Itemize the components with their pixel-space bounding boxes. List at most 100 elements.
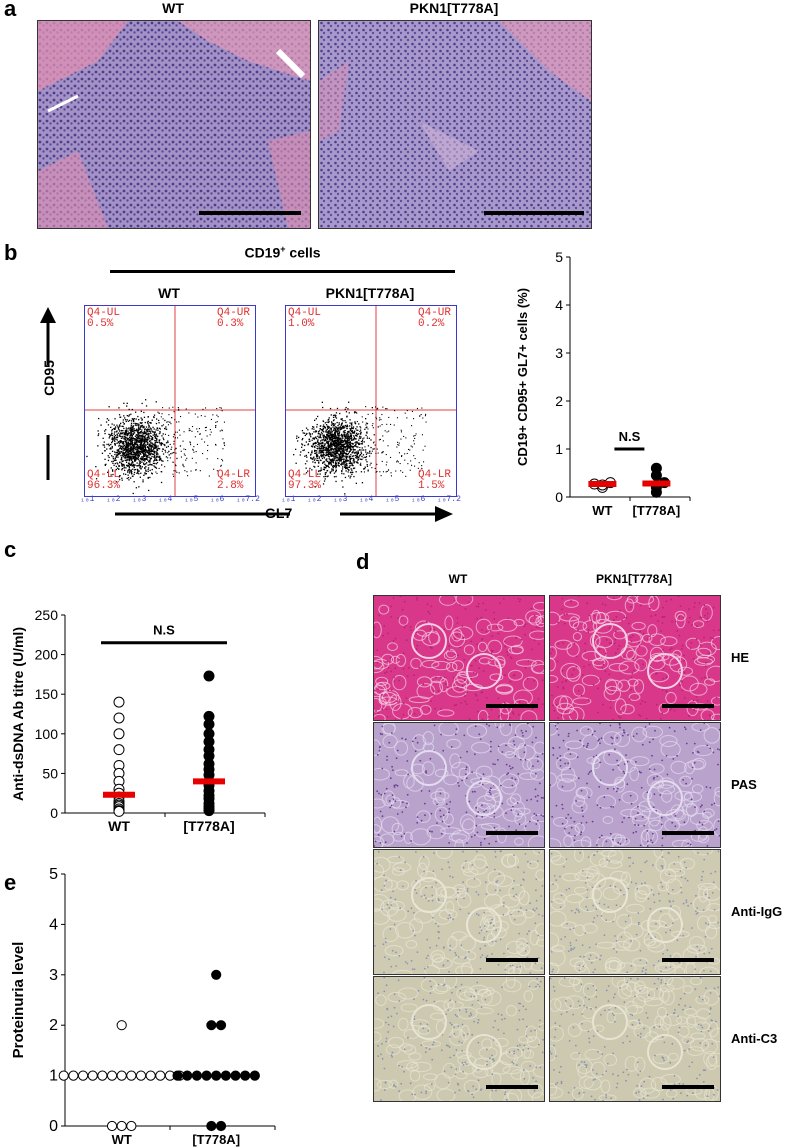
flow-event [338,438,340,440]
flow-event [147,459,149,461]
flow-event [117,435,119,437]
flow-event [397,441,399,443]
flow-event [139,458,141,460]
flow-event [141,435,144,437]
nucleus [584,932,587,934]
flow-event [138,452,140,454]
flow-event [130,452,132,454]
nucleus [696,625,698,628]
flow-event [111,428,113,431]
nucleus [390,670,393,673]
flow-event [178,429,180,431]
nucleus [551,815,554,818]
flow-event [378,419,380,421]
flow-event [348,438,350,440]
flow-event [155,445,157,447]
flow-event [343,443,346,445]
flow-event [342,448,345,450]
flow-event [115,456,117,458]
flow-event [329,438,331,441]
flow-event [339,448,341,450]
flow-event [123,466,126,468]
nucleus [437,937,440,940]
nucleus [601,603,604,605]
nucleus [447,917,450,920]
flow-event [333,435,335,437]
flow-event [346,464,348,467]
nucleus [494,850,497,853]
nucleus [426,938,429,941]
flow-event [388,416,390,418]
nucleus [455,728,458,730]
flow-event [362,421,364,423]
flow-event [365,418,367,420]
nucleus [393,676,395,679]
flow-event [366,432,368,434]
flow-event [340,458,343,460]
nucleus [383,874,385,877]
nucleus [524,744,526,747]
flow-event [144,459,146,461]
flow-event [122,454,124,456]
flow-event [335,464,337,466]
flow-event [173,443,175,445]
flow-event [125,440,127,442]
flow-event [321,445,323,447]
flow-event [343,450,345,452]
tubule [665,878,682,895]
nucleus [588,663,591,666]
tubule [621,791,639,804]
nucleus [577,596,580,597]
tubule [634,884,651,900]
nucleus [713,829,716,831]
flow-event [151,438,153,440]
flow-event [329,472,332,474]
flow-event [132,437,134,439]
flow-event [348,401,350,403]
flow-event [364,456,366,458]
tubule [451,660,465,672]
nucleus [658,899,661,902]
flow-event [135,418,137,420]
flow-event [158,448,161,450]
flow-event [137,436,140,438]
tubule [658,913,674,928]
flow-event [137,433,139,435]
tubule [564,824,580,838]
flow-event [124,438,126,440]
nucleus [681,644,684,647]
nucleus [409,626,412,628]
flow-event [336,440,338,442]
flow-event [161,450,163,452]
nucleus [428,707,431,710]
nucleus [660,816,663,819]
nucleus [405,624,407,627]
flow-event [189,429,191,431]
tubule [422,731,434,746]
flow-event [335,467,337,469]
nucleus [456,888,459,891]
flow-event [199,470,201,472]
flow-event [327,444,329,446]
nucleus [499,938,502,941]
flow-event [138,441,141,443]
flow-event [132,455,135,457]
flow-event [331,451,333,454]
nucleus [501,802,504,805]
flow-event [216,421,218,423]
flow-event [110,467,112,469]
flow-event [129,435,131,437]
flow-event [390,456,392,458]
nucleus [619,726,621,729]
flow-event [136,462,138,464]
nucleus [588,946,591,949]
flow-event [139,435,141,437]
flow-event [346,443,348,445]
tubule [563,751,578,760]
nucleus [557,723,559,724]
flow-event [139,467,141,469]
flow-event [123,454,125,456]
flow-event [338,445,340,447]
nucleus [391,765,393,768]
flow-event [137,440,140,442]
